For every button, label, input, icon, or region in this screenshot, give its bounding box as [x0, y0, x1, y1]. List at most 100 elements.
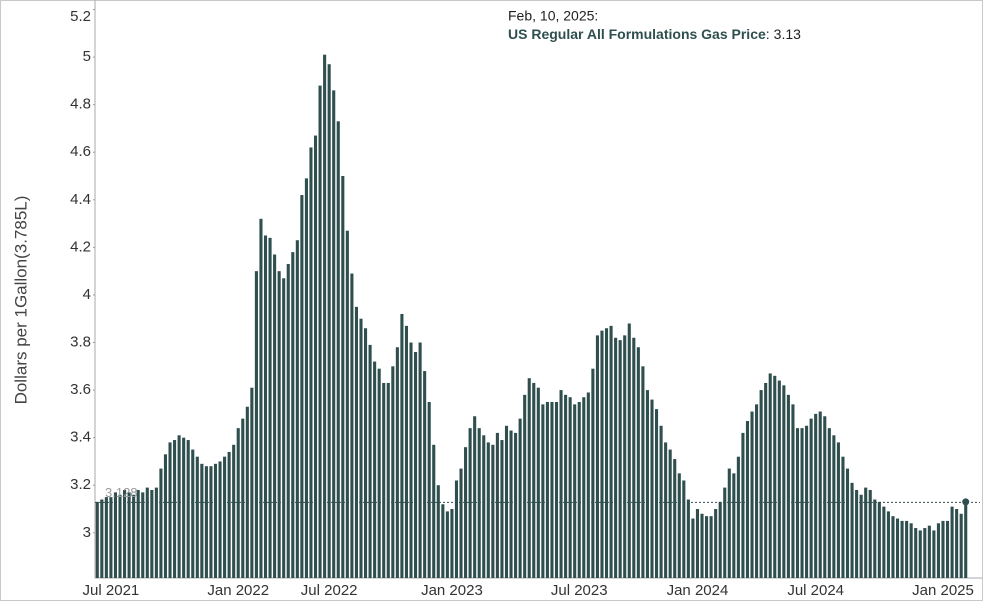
y-tick-label: 3.2: [70, 476, 91, 493]
bar: [182, 437, 186, 578]
bar: [864, 487, 868, 578]
bar: [104, 497, 108, 578]
bar: [664, 442, 668, 578]
bar: [177, 435, 181, 578]
bar: [732, 473, 736, 578]
hover-date: Feb, 10, 2025:: [508, 8, 598, 24]
x-tick-label: Jul 2022: [301, 582, 358, 599]
bar: [95, 501, 99, 578]
bar: [777, 380, 781, 578]
bar: [145, 487, 149, 578]
bar: [905, 520, 909, 578]
bar: [855, 489, 859, 578]
bar: [100, 499, 104, 578]
bar: [700, 513, 704, 578]
bar: [745, 421, 750, 578]
bar: [186, 440, 190, 578]
bar: [245, 406, 249, 578]
bar: [191, 449, 195, 578]
bar: [586, 392, 590, 578]
bar: [550, 401, 554, 578]
bar: [659, 425, 663, 578]
y-tick-label: 3.4: [70, 429, 91, 446]
bar: [755, 404, 759, 578]
bar: [395, 347, 399, 578]
bar: [286, 264, 290, 578]
bar: [359, 318, 363, 578]
bar: [759, 390, 763, 578]
bar: [636, 347, 640, 578]
bar: [654, 409, 659, 578]
bar: [409, 342, 413, 578]
bar: [955, 509, 959, 578]
bar: [927, 525, 931, 578]
bar: [623, 335, 627, 578]
bar: [682, 480, 686, 578]
bar: [109, 497, 113, 578]
bar: [941, 520, 945, 578]
y-tick-label: 4.8: [70, 96, 91, 113]
bar: [518, 418, 522, 578]
bar: [354, 306, 358, 578]
x-tick-label: Jan 2023: [421, 582, 483, 599]
bar: [241, 418, 245, 578]
bar: [118, 494, 122, 578]
bar: [377, 368, 381, 578]
bar: [564, 394, 568, 578]
bar: [232, 444, 236, 578]
bar: [773, 375, 777, 578]
bar: [136, 489, 140, 578]
bar: [504, 425, 509, 578]
y-tick-label: 3.6: [70, 381, 91, 398]
bar: [705, 516, 709, 578]
x-tick-label: Jul 2021: [83, 582, 140, 599]
bar: [604, 328, 609, 578]
bar: [936, 523, 940, 578]
bar: [554, 401, 559, 578]
bar: [695, 509, 700, 578]
bar: [841, 456, 845, 578]
bar: [163, 454, 168, 578]
bar: [868, 489, 872, 578]
bar: [195, 456, 199, 578]
bar: [768, 373, 772, 578]
bar: [150, 489, 154, 578]
bar: [873, 499, 877, 578]
bar: [809, 418, 813, 578]
bar: [673, 459, 677, 578]
bar: [282, 278, 286, 578]
bar: [345, 230, 349, 578]
bar: [300, 195, 304, 578]
x-tick-label: Jan 2024: [667, 582, 729, 599]
bar: [113, 492, 118, 578]
bar: [309, 147, 313, 578]
bar: [427, 401, 431, 578]
bar: [382, 382, 386, 578]
bar: [159, 468, 163, 578]
bar: [532, 382, 536, 578]
bar: [418, 342, 422, 578]
bar: [295, 240, 299, 578]
y-tick-label: 5.2: [70, 8, 91, 25]
bar: [332, 90, 336, 578]
bar: [886, 511, 890, 578]
bar: [432, 444, 436, 578]
bar: [691, 518, 695, 578]
bar: [782, 385, 786, 578]
bar: [436, 485, 440, 578]
bar: [914, 528, 918, 578]
bar: [727, 468, 731, 578]
bar: [823, 416, 827, 578]
bar: [764, 382, 768, 578]
y-tick-label: 3: [83, 524, 91, 541]
bar: [486, 442, 490, 578]
bar: [250, 387, 254, 578]
bar: [909, 523, 913, 578]
bar: [786, 394, 790, 578]
bar: [350, 273, 354, 578]
y-tick-label: 4: [83, 286, 91, 303]
bar: [368, 344, 372, 578]
bar: [650, 399, 654, 578]
bar: [386, 382, 390, 578]
